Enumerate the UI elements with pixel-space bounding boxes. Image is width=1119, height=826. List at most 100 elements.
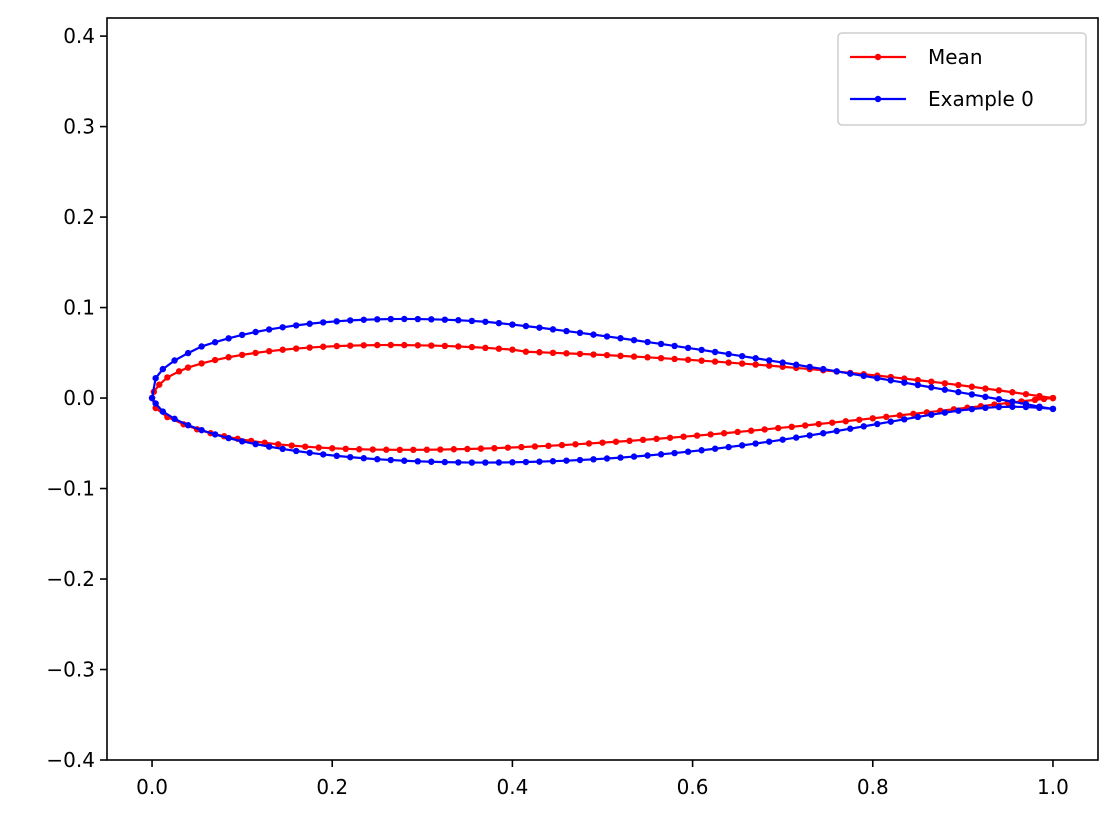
x-axis: 0.0 0.2 0.4 0.6 0.8 1.0 [136, 760, 1069, 799]
data-point-mean [995, 387, 1003, 394]
data-point-mean [941, 380, 949, 387]
data-point-example-0 [698, 447, 705, 454]
data-point-example-0 [684, 344, 692, 352]
data-point-mean [482, 344, 489, 352]
data-point-example-0 [306, 449, 313, 456]
data-point-mean [693, 432, 701, 439]
data-point-mean [896, 412, 903, 419]
data-point-example-0 [793, 434, 800, 441]
data-point-example-0 [820, 365, 827, 373]
data-point-mean [491, 444, 498, 452]
data-point-example-0 [211, 339, 219, 346]
data-point-example-0 [698, 346, 705, 354]
x-tick-label: 0.6 [677, 775, 709, 799]
data-point-example-0 [1009, 403, 1016, 410]
data-point-mean [671, 355, 678, 363]
data-point-mean [1009, 389, 1016, 396]
data-point-example-0 [657, 340, 665, 348]
data-point-example-0 [928, 411, 935, 418]
data-point-mean [156, 381, 163, 388]
data-point-example-0 [941, 409, 949, 416]
data-point-mean [765, 362, 773, 369]
data-point-example-0 [347, 453, 354, 461]
data-point-mean [495, 345, 503, 352]
data-point-example-0 [495, 459, 503, 466]
data-point-mean [680, 433, 687, 440]
data-point-mean [545, 442, 552, 450]
data-point-mean [788, 423, 795, 431]
data-point-example-0 [414, 315, 422, 323]
data-point-example-0 [211, 431, 219, 438]
data-point-mean [302, 443, 309, 450]
data-point-example-0 [576, 456, 584, 464]
data-point-mean [617, 352, 624, 360]
data-point-mean [774, 424, 782, 432]
data-point-example-0 [982, 404, 989, 412]
data-point-mean [441, 342, 449, 350]
data-point-example-0 [148, 394, 156, 402]
data-point-mean [252, 349, 259, 357]
data-point-mean [1040, 395, 1048, 403]
legend-label-mean: Mean [928, 45, 983, 69]
data-point-mean [522, 348, 530, 355]
x-tick-label: 0.4 [497, 775, 529, 799]
data-point-example-0 [874, 420, 881, 428]
x-tick-label: 1.0 [1037, 775, 1069, 799]
data-point-mean [509, 346, 516, 353]
data-point-example-0 [630, 453, 638, 460]
data-point-mean [725, 359, 732, 366]
data-point-mean [738, 360, 746, 367]
data-point-example-0 [265, 326, 273, 333]
data-point-mean [414, 342, 422, 349]
data-point-example-0 [401, 315, 408, 323]
legend-marker-example-0 [874, 95, 882, 103]
data-point-mean [761, 426, 768, 433]
data-point-example-0 [725, 350, 732, 358]
data-point-mean [576, 350, 584, 358]
data-point-mean [261, 439, 268, 446]
data-point-example-0 [738, 442, 746, 449]
data-point-mean [955, 381, 962, 389]
data-point-mean [563, 350, 570, 357]
data-point-mean [644, 354, 651, 361]
data-point-example-0 [563, 457, 570, 464]
data-point-example-0 [441, 316, 449, 323]
data-point-example-0 [833, 427, 840, 435]
data-point-mean [274, 441, 282, 448]
data-point-example-0 [279, 324, 286, 331]
data-point-example-0 [333, 452, 340, 460]
data-point-example-0 [441, 458, 449, 466]
data-point-example-0 [968, 391, 976, 398]
data-point-example-0 [482, 318, 489, 325]
data-point-mean [653, 435, 660, 443]
data-point-example-0 [765, 438, 773, 445]
data-point-example-0 [387, 456, 394, 464]
data-point-mean [184, 364, 192, 371]
data-point-example-0 [347, 317, 354, 324]
y-tick-label: −0.2 [46, 567, 95, 591]
data-point-mean [698, 357, 705, 364]
data-point-mean [869, 415, 876, 422]
data-point-example-0 [522, 458, 530, 466]
data-point-example-0 [806, 432, 813, 439]
data-point-example-0 [428, 316, 435, 323]
data-point-example-0 [360, 455, 367, 462]
data-point-mean [684, 356, 692, 363]
data-point-example-0 [955, 407, 962, 414]
data-point-example-0 [549, 458, 557, 465]
data-point-mean [198, 360, 205, 367]
data-point-example-0 [549, 326, 557, 333]
data-point-example-0 [306, 320, 313, 327]
data-point-mean [531, 443, 539, 450]
data-point-example-0 [684, 448, 692, 455]
data-point-example-0 [522, 322, 530, 330]
data-point-mean [639, 436, 647, 444]
data-point-mean [342, 445, 349, 453]
data-point-example-0 [860, 372, 867, 380]
data-point-example-0 [765, 357, 773, 364]
data-point-example-0 [671, 342, 678, 350]
y-tick-label: −0.3 [46, 658, 95, 682]
data-point-example-0 [374, 316, 381, 323]
data-point-mean [982, 385, 989, 392]
